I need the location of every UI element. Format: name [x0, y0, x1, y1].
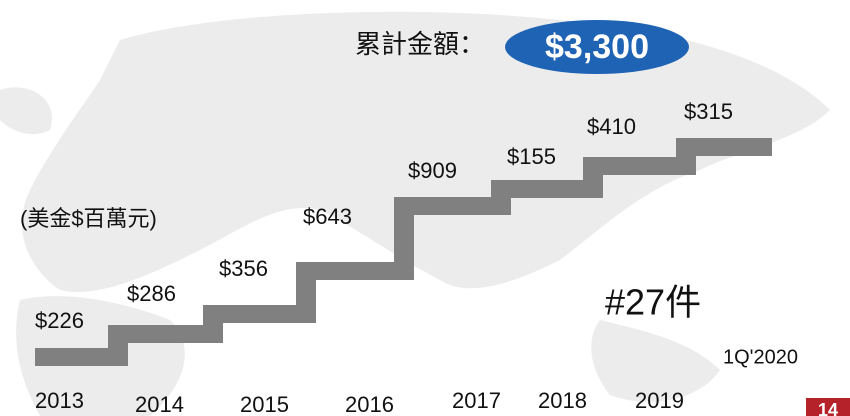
total-badge [505, 20, 689, 74]
amount-label: $315 [684, 99, 733, 124]
year-label: 2015 [240, 392, 289, 416]
amount-label: $643 [303, 204, 352, 229]
year-label: 2016 [345, 392, 394, 416]
continent [591, 320, 720, 402]
period: 1Q'2020 [723, 346, 798, 368]
amount-label: $226 [35, 308, 84, 333]
step [676, 138, 772, 156]
count: #27件 [605, 282, 701, 323]
amount-label: $155 [507, 144, 556, 169]
step [296, 262, 413, 280]
step [394, 197, 510, 215]
year-label: 2017 [452, 388, 501, 413]
unit: (美金$百萬元) [20, 206, 157, 231]
step [108, 325, 222, 343]
year-label: 2013 [35, 388, 84, 413]
amount-label: $410 [587, 114, 636, 139]
year-label: 2018 [538, 388, 587, 413]
total: $3,300 [545, 28, 649, 66]
amount-label: $356 [219, 256, 268, 281]
title: 累計金額： [355, 29, 485, 59]
year-label: 2014 [135, 392, 184, 416]
riser [394, 197, 414, 280]
amount-label: $286 [127, 281, 176, 306]
continent [0, 87, 52, 135]
continent [21, 11, 830, 292]
step [203, 305, 315, 323]
page-badge [806, 398, 850, 416]
amount-label: $909 [408, 158, 457, 183]
staircase [35, 138, 772, 366]
step [491, 180, 602, 198]
page-number: 14 [818, 400, 838, 416]
step [35, 348, 125, 366]
year-label: 2019 [635, 388, 684, 413]
step [583, 157, 695, 175]
